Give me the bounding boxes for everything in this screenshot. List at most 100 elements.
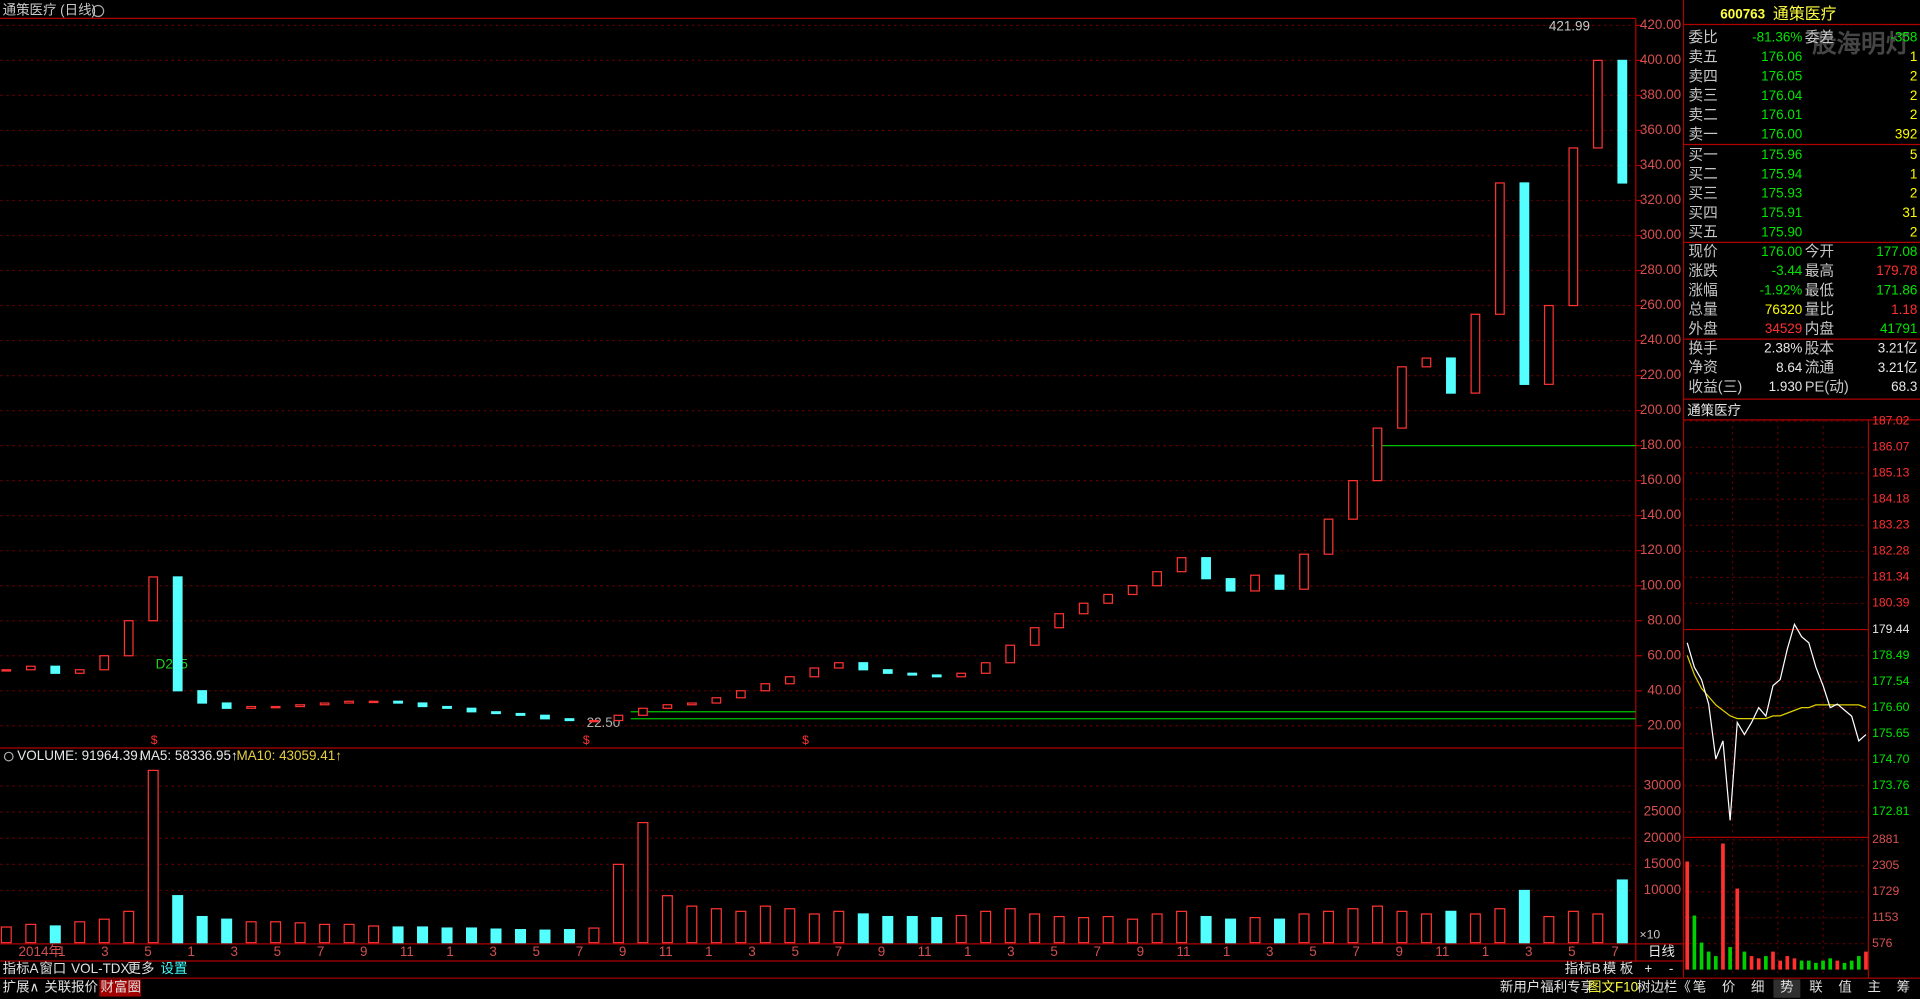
volume-bar [784,908,796,944]
toolbar-button[interactable]: 指标B [1565,961,1601,976]
toolbar-button[interactable]: 更多 [128,960,155,976]
panel-tab[interactable]: 笔 [1693,980,1706,995]
intraday-volume-bar [1828,958,1833,970]
status-button[interactable]: 财富圈 [101,979,141,995]
panel-tab[interactable]: 筹 [1897,979,1910,995]
quote-label: 卖二 [1688,106,1717,123]
candle [540,714,550,720]
panel-tab[interactable]: 值 [1838,980,1851,995]
volume-bar [1102,915,1114,944]
period-label[interactable]: 日线 [1648,944,1675,959]
candle [368,700,379,704]
quote-label: 流通 [1805,359,1835,376]
volume-legend: MA10: 43059.41↑ [236,748,341,763]
stock-code: 600763 [1720,6,1765,21]
date-label: 7 [1093,944,1100,959]
candle [1372,427,1383,482]
candle [1299,553,1309,590]
quote-label: 买一 [1688,146,1718,163]
toolbar-button[interactable]: + [1644,961,1652,976]
quote-value: 1.930 [1769,379,1803,394]
y-tick-label: 25000 [1644,804,1681,819]
quote-label: 量比 [1805,301,1834,318]
y-tick-label: 1729 [1872,884,1899,898]
quote-label: 现价 [1688,244,1718,260]
volume-bar [1274,918,1286,944]
panel-tab[interactable]: 价 [1722,980,1736,995]
y-tick-label: 160.00 [1640,472,1681,487]
y-tick-label: 175.65 [1872,726,1910,740]
candle [99,655,110,671]
date-label: 5 [144,944,151,959]
panel-tab[interactable]: 细 [1751,980,1764,995]
volume-bar [539,929,551,944]
candle [246,705,257,709]
candle [1152,571,1163,587]
toolbar-button[interactable]: 指标A [3,961,39,976]
quote-value: -81.36% [1752,30,1802,45]
toolbar-button[interactable]: - [1669,961,1673,976]
candle [148,576,159,622]
y-tick-label: 300.00 [1640,227,1681,242]
date-label: 5 [533,944,540,959]
quote-volume: 1 [1910,166,1917,181]
candle [466,707,477,713]
intraday-volume-bar [1713,956,1718,970]
candle [931,674,942,678]
candle [295,704,306,708]
quote-label: 最高 [1805,262,1834,279]
y-tick-label: 30000 [1644,778,1681,793]
date-label: 5 [1568,944,1575,959]
quote-value: 176.00 [1761,244,1802,259]
signal-marker: $ [802,733,809,747]
y-tick-label: 183.23 [1872,518,1910,532]
candle [25,665,36,671]
volume-icon[interactable] [3,751,14,762]
toolbar-button[interactable]: 窗口 [39,960,66,976]
y-tick-label: 320.00 [1640,192,1681,207]
stock-name: 通策医疗 [1773,5,1837,23]
date-label: 1 [58,944,65,959]
toolbar-button[interactable]: 设置 [161,961,188,976]
intraday-volume-bar [1756,958,1761,970]
panel-tab[interactable]: 势 [1780,980,1793,995]
date-label: 1 [1223,944,1230,959]
toolbar-button[interactable]: VOL-TDX [71,961,129,976]
date-label: 3 [1266,944,1273,959]
status-button[interactable]: 关联报价 [44,980,98,995]
date-label: 3 [489,944,496,959]
status-button[interactable]: 图文F10 [1588,980,1638,995]
candle [760,683,771,692]
candle [1421,357,1432,368]
panel-tab[interactable]: 联 [1809,980,1822,995]
volume-bar [25,923,37,944]
candle [1225,578,1236,592]
quote-value: 76320 [1765,302,1802,317]
status-button[interactable]: 新用户福利专享 [1500,979,1594,995]
date-label: 9 [878,944,885,959]
candle [270,705,281,709]
date-label: 1 [187,944,194,959]
status-button[interactable]: 扩展∧ [3,980,40,995]
y-tick-label: 400.00 [1640,52,1681,67]
intraday-volume-bar [1799,960,1804,970]
quote-price: 176.06 [1761,49,1802,64]
candle [784,676,795,685]
intraday-volume-bar [1692,915,1697,970]
quote-label: 外盘 [1688,319,1718,337]
panel-tab[interactable]: 主 [1868,980,1881,995]
volume-bar [270,921,282,944]
volume-bar [735,910,747,944]
title-icon[interactable] [91,4,105,18]
date-label: 1 [705,944,712,959]
volume-bar [490,928,502,944]
candle [980,662,991,674]
quote-label: 买五 [1688,224,1717,241]
volume-bar [1616,879,1628,944]
toolbar-button[interactable]: 模 板 [1603,961,1634,976]
status-button[interactable]: 树边栏《 [1637,980,1691,995]
candle [1201,557,1211,580]
intraday-volume-bar [1721,843,1725,970]
volume-bar [588,927,600,944]
